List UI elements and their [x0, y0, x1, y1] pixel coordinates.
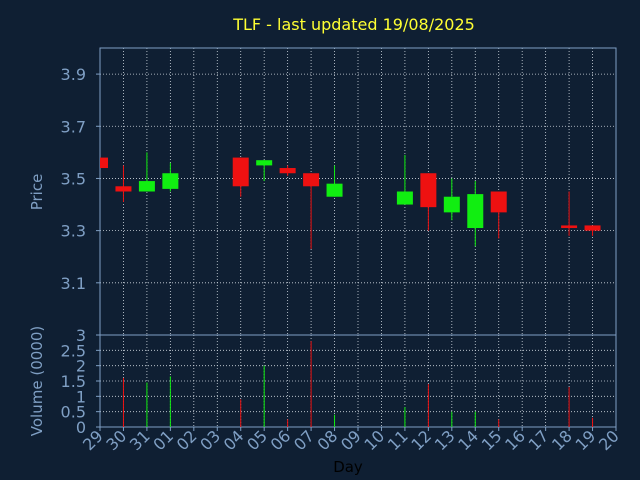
candle-body [443, 196, 460, 213]
price-tick-label: 3.1 [61, 274, 86, 293]
candle-body [303, 173, 320, 187]
price-tick-label: 3.3 [61, 222, 86, 241]
candle-body [420, 173, 437, 208]
chart-title: TLF - last updated 19/08/2025 [232, 15, 475, 34]
price-tick-label: 3.5 [61, 169, 86, 188]
axes-layer [96, 47, 617, 431]
price-tick-label: 3.9 [61, 65, 86, 84]
candle-body [138, 181, 155, 192]
candle-body [256, 160, 273, 166]
volume-tick-label: 1 [76, 387, 86, 406]
candle-body [584, 225, 601, 231]
candle-down [490, 191, 507, 239]
candle-down [232, 157, 249, 197]
volume-tick-label: 1.5 [61, 372, 86, 391]
candle-down [279, 165, 296, 176]
volume-tick-label: 2 [76, 357, 86, 376]
candle-down [100, 157, 108, 169]
ticks-layer: 3.13.33.53.73.900.511.522.53293031010203… [61, 65, 623, 454]
candle-up [256, 160, 273, 182]
price-tick-label: 3.7 [61, 117, 86, 136]
candles-layer [100, 152, 601, 249]
candle-body [326, 183, 343, 197]
volume-axis-label: Volume (0000) [28, 326, 46, 436]
volume-layer [122, 341, 594, 427]
candle-down [584, 225, 601, 236]
candle-body [100, 157, 108, 169]
candle-down [303, 173, 320, 249]
candle-down [561, 191, 578, 236]
candle-up [396, 154, 413, 205]
candle-up [138, 152, 155, 192]
candle-body [162, 173, 179, 189]
candle-body [467, 194, 484, 229]
candle-up [162, 162, 179, 192]
candle-up [326, 165, 343, 197]
candle-body [561, 225, 578, 229]
volume-tick-label: 0 [76, 418, 86, 437]
candle-body [115, 186, 132, 192]
candle-body [396, 191, 413, 205]
candle-body [490, 191, 507, 213]
price-axis-label: Price [28, 174, 46, 211]
grid-layer [100, 48, 616, 427]
candle-body [232, 157, 249, 187]
volume-tick-label: 0.5 [61, 403, 86, 422]
x-tick-label: 20 [595, 426, 623, 454]
volume-tick-label: 2.5 [61, 341, 86, 360]
volume-tick-label: 3 [76, 326, 86, 345]
candle-body [279, 168, 296, 174]
candle-down [115, 165, 132, 202]
candle-down [420, 173, 437, 231]
candle-up [443, 178, 460, 221]
candle-up [467, 181, 484, 247]
x-axis-label: Day [333, 458, 363, 476]
